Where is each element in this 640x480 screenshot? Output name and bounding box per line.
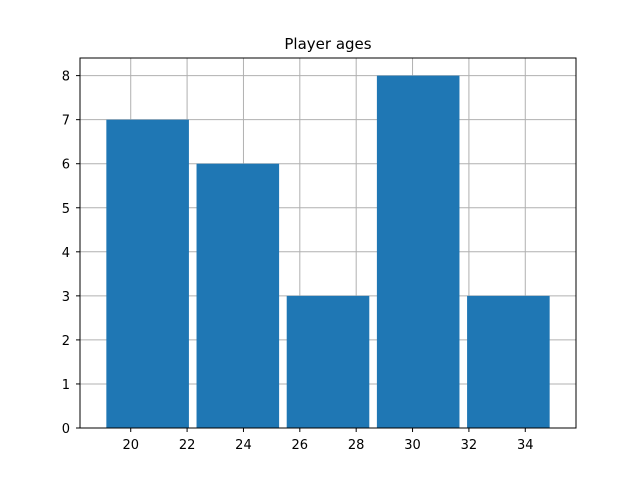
histogram-bar-5 <box>467 295 550 428</box>
histogram-bar-4 <box>376 75 460 428</box>
x-tick-label: 34 <box>517 438 534 453</box>
x-tick-label: 24 <box>235 438 252 453</box>
y-tick-label: 8 <box>62 70 70 85</box>
histogram-bar-1 <box>106 119 189 429</box>
bars-layer <box>106 75 550 429</box>
y-tick-label: 0 <box>62 422 70 437</box>
y-tick-label: 1 <box>62 378 70 393</box>
histogram-bar-3 <box>286 295 370 428</box>
y-tick-label: 6 <box>62 158 70 173</box>
y-axis: 0 1 2 3 4 5 6 7 8 <box>62 70 80 437</box>
histogram-bar-2 <box>196 163 280 428</box>
y-tick-label: 5 <box>62 202 70 217</box>
x-tick-label: 26 <box>292 438 309 453</box>
x-tick-label: 30 <box>404 438 421 453</box>
chart-title: Player ages <box>284 35 371 53</box>
x-tick-label: 28 <box>348 438 365 453</box>
x-tick-label: 20 <box>122 438 139 453</box>
y-tick-label: 4 <box>62 246 70 261</box>
y-tick-label: 7 <box>62 114 70 129</box>
x-axis: 20 22 24 26 28 30 32 34 <box>122 428 534 453</box>
x-tick-label: 22 <box>179 438 196 453</box>
x-tick-label: 32 <box>461 438 478 453</box>
plot-frame <box>79 57 577 429</box>
y-tick-label: 3 <box>62 290 70 305</box>
y-tick-label: 2 <box>62 334 70 349</box>
